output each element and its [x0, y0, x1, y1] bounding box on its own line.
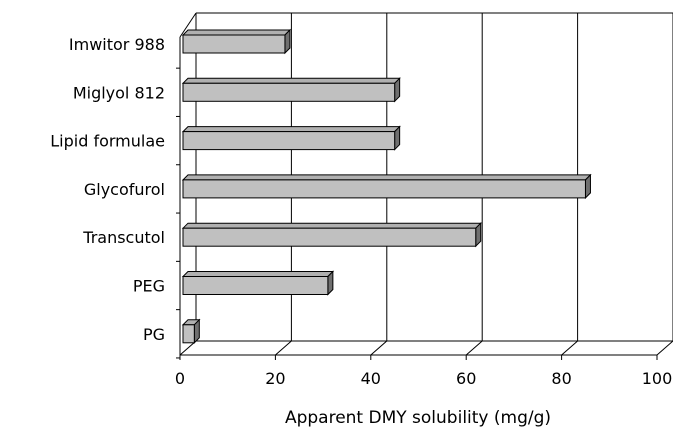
category-label: Transcutol: [82, 228, 165, 247]
bar-miglyol-812: [181, 77, 401, 103]
category-label: Imwitor 988: [69, 35, 165, 54]
chart-labels: 0 20 40 60 80 100 Imwitor 988 Miglyol 812 Lipid …: [50, 35, 672, 388]
x-axis-title: Apparent DMY solubility (mg/g): [285, 408, 551, 428]
category-label: PEG: [133, 277, 165, 296]
floor-depth-40: [370, 340, 388, 356]
bar-front-face: [182, 131, 396, 151]
bar-peg: [181, 270, 335, 296]
x-tick-label-40: 40: [361, 369, 381, 388]
x-tick-label-60: 60: [456, 369, 476, 388]
x-tick-label-80: 80: [551, 369, 571, 388]
bar-top-face: [181, 29, 292, 36]
floor-depth-100: [656, 340, 673, 356]
bar-top-face: [181, 126, 401, 133]
floor-depth-80: [561, 340, 578, 356]
bar-transcutol: [181, 221, 482, 248]
bar-front-face: [182, 82, 396, 102]
bar-front-face: [182, 34, 286, 54]
category-label: Lipid formulae: [50, 132, 165, 151]
bar-top-face: [181, 271, 335, 277]
bar-top-face: [181, 222, 482, 229]
bar-lipid-formulae: [181, 125, 401, 151]
category-label: Miglyol 812: [73, 83, 165, 102]
x-tick-label-0: 0: [175, 369, 185, 388]
bar-top-face: [181, 174, 592, 181]
category-label: Glycofurol: [84, 180, 165, 199]
bar-imwitor-988: [181, 28, 292, 55]
bar-front-face: [182, 179, 586, 199]
x-tick-label-20: 20: [265, 369, 285, 388]
bar-pg: [181, 318, 201, 345]
bar-glycofurol: [181, 173, 592, 200]
floor-depth-20: [275, 340, 292, 356]
bar-top-face: [181, 77, 401, 84]
left-wall-top-edge: [179, 12, 197, 38]
floor-depth-0: [179, 340, 197, 356]
chart-bars: [181, 28, 592, 345]
x-tick-label-100: 100: [642, 369, 673, 388]
bar-front-face: [182, 227, 477, 247]
bar-front-face: [182, 324, 195, 344]
bar-front-face: [182, 276, 329, 295]
floor-depth-60: [465, 340, 483, 356]
category-label: PG: [143, 325, 165, 344]
